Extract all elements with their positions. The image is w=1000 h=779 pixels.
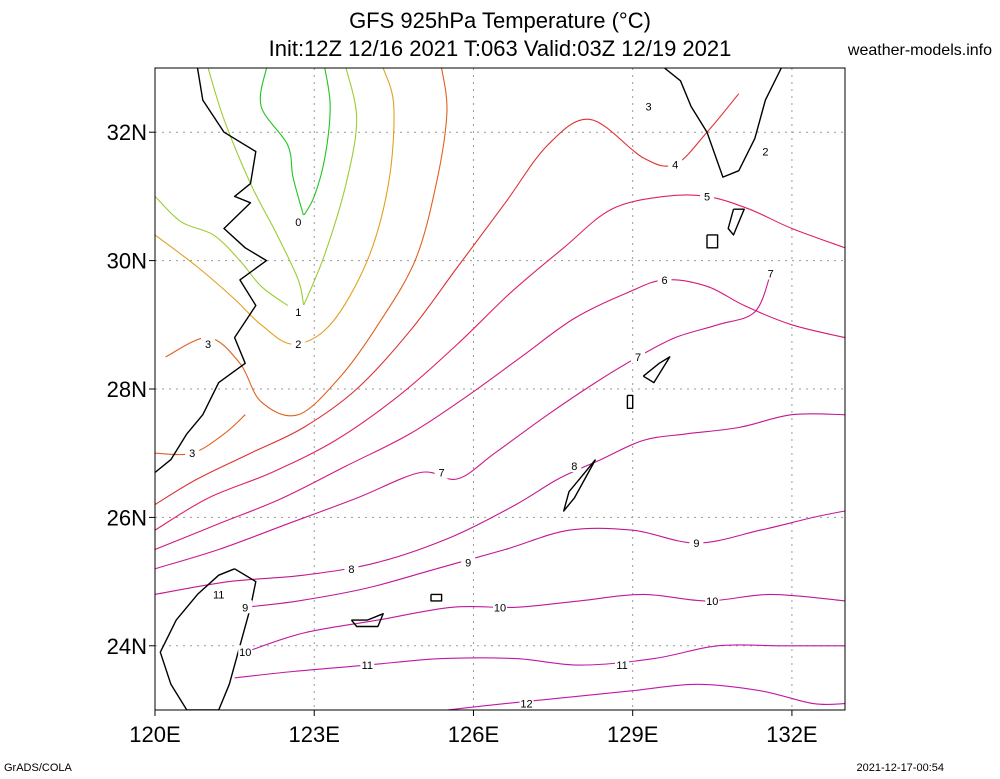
contour-label-bg (185, 446, 200, 460)
contour-label-bg (461, 555, 476, 569)
contour-label: 2 (762, 146, 768, 158)
contour-line-0 (259, 68, 305, 216)
y-axis-ticks: 24N 26N 28N 30N 32N (107, 120, 155, 659)
contour-label-bg (519, 696, 534, 710)
contour-label: 6 (661, 275, 667, 287)
contour-label: 9 (242, 602, 248, 614)
site-credit: weather-models.info (847, 42, 992, 59)
contour-label: 3 (646, 102, 652, 114)
contour-line-8 (155, 413, 845, 595)
coastline-yakushima (706, 234, 719, 249)
contour-label: 7 (439, 467, 445, 479)
contour-line-10 (245, 593, 845, 653)
map-subtitle: Init:12Z 12/16 2021 T:063 Valid:03Z 12/1… (268, 36, 732, 61)
contour-label-bg (763, 266, 778, 280)
contour-label-bg (238, 600, 253, 614)
contour-label-bg (291, 215, 306, 229)
contour-label-bg (360, 658, 375, 672)
contour-label-bg (641, 99, 656, 113)
contour-line-2 (155, 68, 395, 345)
x-axis-ticks: 120E 123E 126E 129E 132E (129, 710, 818, 747)
y-tick-label: 26N (107, 505, 147, 530)
contour-label-bg (434, 465, 449, 479)
contour-label: 9 (465, 557, 471, 569)
y-tick-label: 32N (107, 120, 147, 145)
contour-label: 4 (672, 159, 678, 171)
contour-label-bg (615, 658, 630, 672)
coastline-kyushu (664, 68, 782, 178)
contour-line-7 (155, 273, 772, 570)
x-tick-label: 123E (289, 722, 340, 747)
y-tick-label: 28N (107, 377, 147, 402)
contour-line-12 (446, 683, 845, 710)
contour-line-1 (303, 68, 358, 306)
contour-label-bg (291, 304, 306, 318)
coastline-tanegashima (727, 208, 745, 236)
contour-line-11 (234, 644, 845, 679)
contour-line-5 (155, 194, 845, 531)
contour-label-bg (201, 337, 216, 351)
contour-label: 11 (616, 660, 627, 672)
contour-label: 0 (295, 217, 301, 229)
coastline-ishigaki-iriomote (350, 613, 384, 628)
contour-label: 5 (704, 191, 710, 203)
coastline-tokunoshima (626, 394, 634, 409)
footer-software: GrADS/COLA (4, 762, 72, 774)
contour-label-bg (631, 349, 645, 363)
contour-label-bg (211, 587, 226, 601)
contour-label-bg (657, 272, 672, 286)
contour-label: 11 (213, 589, 224, 601)
contour-label-bg (705, 593, 720, 607)
contour-label: 9 (693, 538, 699, 550)
coastline-china-coast (155, 68, 268, 474)
contour-line-9 (245, 510, 845, 608)
contour-label: 7 (768, 268, 774, 280)
contour-label: 7 (635, 352, 641, 364)
contour-label-bg (493, 600, 507, 614)
contour-label: 3 (205, 339, 211, 351)
y-tick-label: 30N (107, 249, 147, 274)
coastline-okinawa (563, 459, 597, 512)
contour-label: 8 (348, 564, 354, 576)
coastline-taiwan (159, 568, 257, 710)
contour-label-bg (700, 189, 714, 203)
contour-lines (155, 68, 845, 710)
coastline-amami-oshima (642, 356, 671, 384)
contour-label: 11 (362, 660, 373, 672)
contour-label: 3 (189, 448, 195, 460)
contour-label-bg (238, 645, 253, 659)
contour-label: 10 (706, 596, 718, 608)
contour-label-bg (758, 144, 773, 158)
contour-label-bg (689, 536, 704, 550)
contour-line-4 (155, 93, 740, 506)
contour-label-bg (567, 459, 582, 473)
contour-line-6 (155, 279, 845, 551)
x-tick-label: 129E (607, 722, 658, 747)
contour-line-1 (207, 68, 305, 306)
contour-label: 1 (295, 307, 301, 319)
contour-line-3 (155, 414, 246, 456)
y-tick-label: 24N (107, 634, 147, 659)
contour-label: 2 (295, 339, 301, 351)
contour-line-3 (165, 68, 448, 417)
contour-line-1 (155, 196, 289, 306)
contour-label: 10 (494, 602, 506, 614)
contour-label-bg (344, 561, 359, 575)
contour-label: 8 (571, 461, 577, 473)
contour-line-0 (303, 68, 331, 216)
x-tick-label: 132E (766, 722, 817, 747)
x-tick-label: 126E (448, 722, 499, 747)
contour-label: 10 (239, 647, 251, 659)
x-tick-label: 120E (129, 722, 180, 747)
footer-timestamp: 2021-12-17-00:54 (856, 762, 944, 774)
coastline-miyako (430, 593, 443, 602)
map-title: GFS 925hPa Temperature (°C) (349, 8, 651, 33)
contour-label-bg (291, 337, 306, 351)
contour-label: 12 (520, 699, 532, 711)
contour-label-bg (668, 157, 683, 171)
